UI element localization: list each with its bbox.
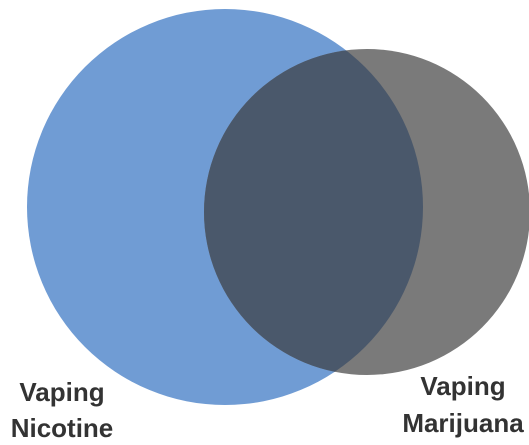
overlap-region <box>204 49 423 375</box>
set-label: Vaping <box>420 371 505 401</box>
set-label: Nicotine <box>11 413 114 443</box>
set-label: Vaping <box>19 377 104 407</box>
set-label: Marijuana <box>402 408 524 438</box>
